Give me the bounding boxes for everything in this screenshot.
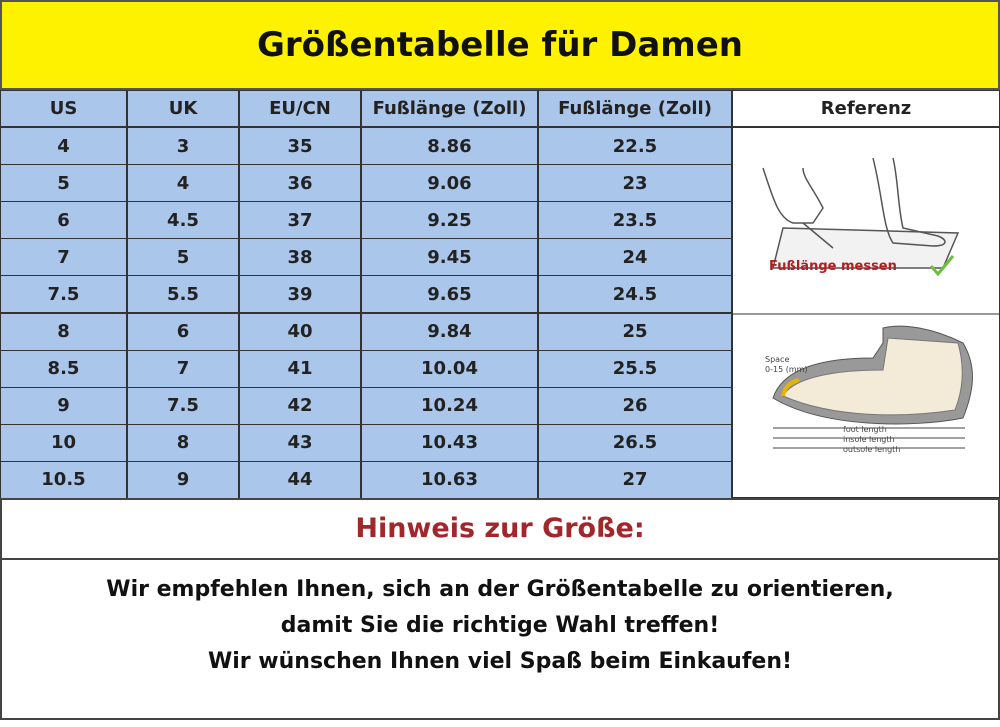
column-header: EU/CN [239, 90, 361, 127]
table-cell: 23.5 [538, 201, 732, 240]
table-cell: 40 [239, 312, 361, 351]
table-cell: 10.5 [0, 460, 127, 499]
table-cell: 7.5 [0, 275, 127, 314]
table-cell: 9.06 [361, 164, 538, 203]
column-header: Referenz [732, 90, 1000, 127]
title: Größentabelle für Damen [0, 0, 1000, 90]
table-cell: 43 [239, 423, 361, 462]
shoe-drawing [772, 325, 973, 449]
table-cell: 7.5 [127, 386, 239, 425]
table-cell: 5.5 [127, 275, 239, 314]
table-cell: 9 [0, 386, 127, 425]
table-cell: 4 [127, 164, 239, 203]
table-cell: 24.5 [538, 275, 732, 314]
table-cell: 10.04 [361, 349, 538, 388]
table-cell: 39 [239, 275, 361, 314]
reference-panel: Fußlänge messen Space 0-15 (mm) foot len… [732, 127, 1000, 498]
table-cell: 38 [239, 238, 361, 277]
table-cell: 9.65 [361, 275, 538, 314]
diagram-label: insole length [843, 435, 895, 444]
table-cell: 8.5 [0, 349, 127, 388]
table-cell: 41 [239, 349, 361, 388]
table-cell: 5 [127, 238, 239, 277]
column-header: US [0, 90, 127, 127]
table-cell: 26 [538, 386, 732, 425]
table-cell: 37 [239, 201, 361, 240]
table-cell: 36 [239, 164, 361, 203]
note-line: Wir wünschen Ihnen viel Spaß beim Einkau… [207, 649, 793, 674]
table-cell: 6 [0, 201, 127, 240]
table-cell: 25 [538, 312, 732, 351]
table-cell: 23 [538, 164, 732, 203]
table-cell: 9.25 [361, 201, 538, 240]
reference-caption: Fußlänge messen [769, 259, 897, 274]
note-line: Wir empfehlen Ihnen, sich an der Größent… [106, 577, 894, 638]
diagram-label: Space [765, 355, 789, 364]
table-cell: 4.5 [127, 201, 239, 240]
measure-drawing [762, 157, 960, 269]
note-title: Hinweis zur Größe: [0, 498, 1000, 560]
table-cell: 8.86 [361, 127, 538, 166]
table-cell: 42 [239, 386, 361, 425]
column-header: Fußlänge (Zoll) [538, 90, 732, 127]
table-cell: 9.84 [361, 312, 538, 351]
table-cell: 9.45 [361, 238, 538, 277]
table-cell: 10.63 [361, 460, 538, 499]
diagram-label: foot length [843, 425, 887, 434]
table-cell: 6 [127, 312, 239, 351]
table-cell: 8 [0, 312, 127, 351]
table-cell: 7 [0, 238, 127, 277]
table-cell: 24 [538, 238, 732, 277]
diagram-label: 0-15 (mm) [765, 365, 808, 374]
table-cell: 25.5 [538, 349, 732, 388]
column-header: Fußlänge (Zoll) [361, 90, 538, 127]
diagram-label: outsole length [843, 445, 900, 454]
table-cell: 3 [127, 127, 239, 166]
column-header: UK [127, 90, 239, 127]
table-cell: 5 [0, 164, 127, 203]
table-cell: 26.5 [538, 423, 732, 462]
table-cell: 10.24 [361, 386, 538, 425]
note-box [0, 498, 1000, 720]
table-cell: 35 [239, 127, 361, 166]
table-cell: 22.5 [538, 127, 732, 166]
table-cell: 4 [0, 127, 127, 166]
table-cell: 10 [0, 423, 127, 462]
table-cell: 44 [239, 460, 361, 499]
table-cell: 8 [127, 423, 239, 462]
note-body: Wir empfehlen Ihnen, sich an der Größent… [20, 572, 980, 680]
table-cell: 7 [127, 349, 239, 388]
table-cell: 27 [538, 460, 732, 499]
reference-drawings: Fußlänge messen Space 0-15 (mm) foot len… [733, 157, 999, 454]
table-cell: 10.43 [361, 423, 538, 462]
check-icon [929, 255, 955, 277]
table-cell: 9 [127, 460, 239, 499]
